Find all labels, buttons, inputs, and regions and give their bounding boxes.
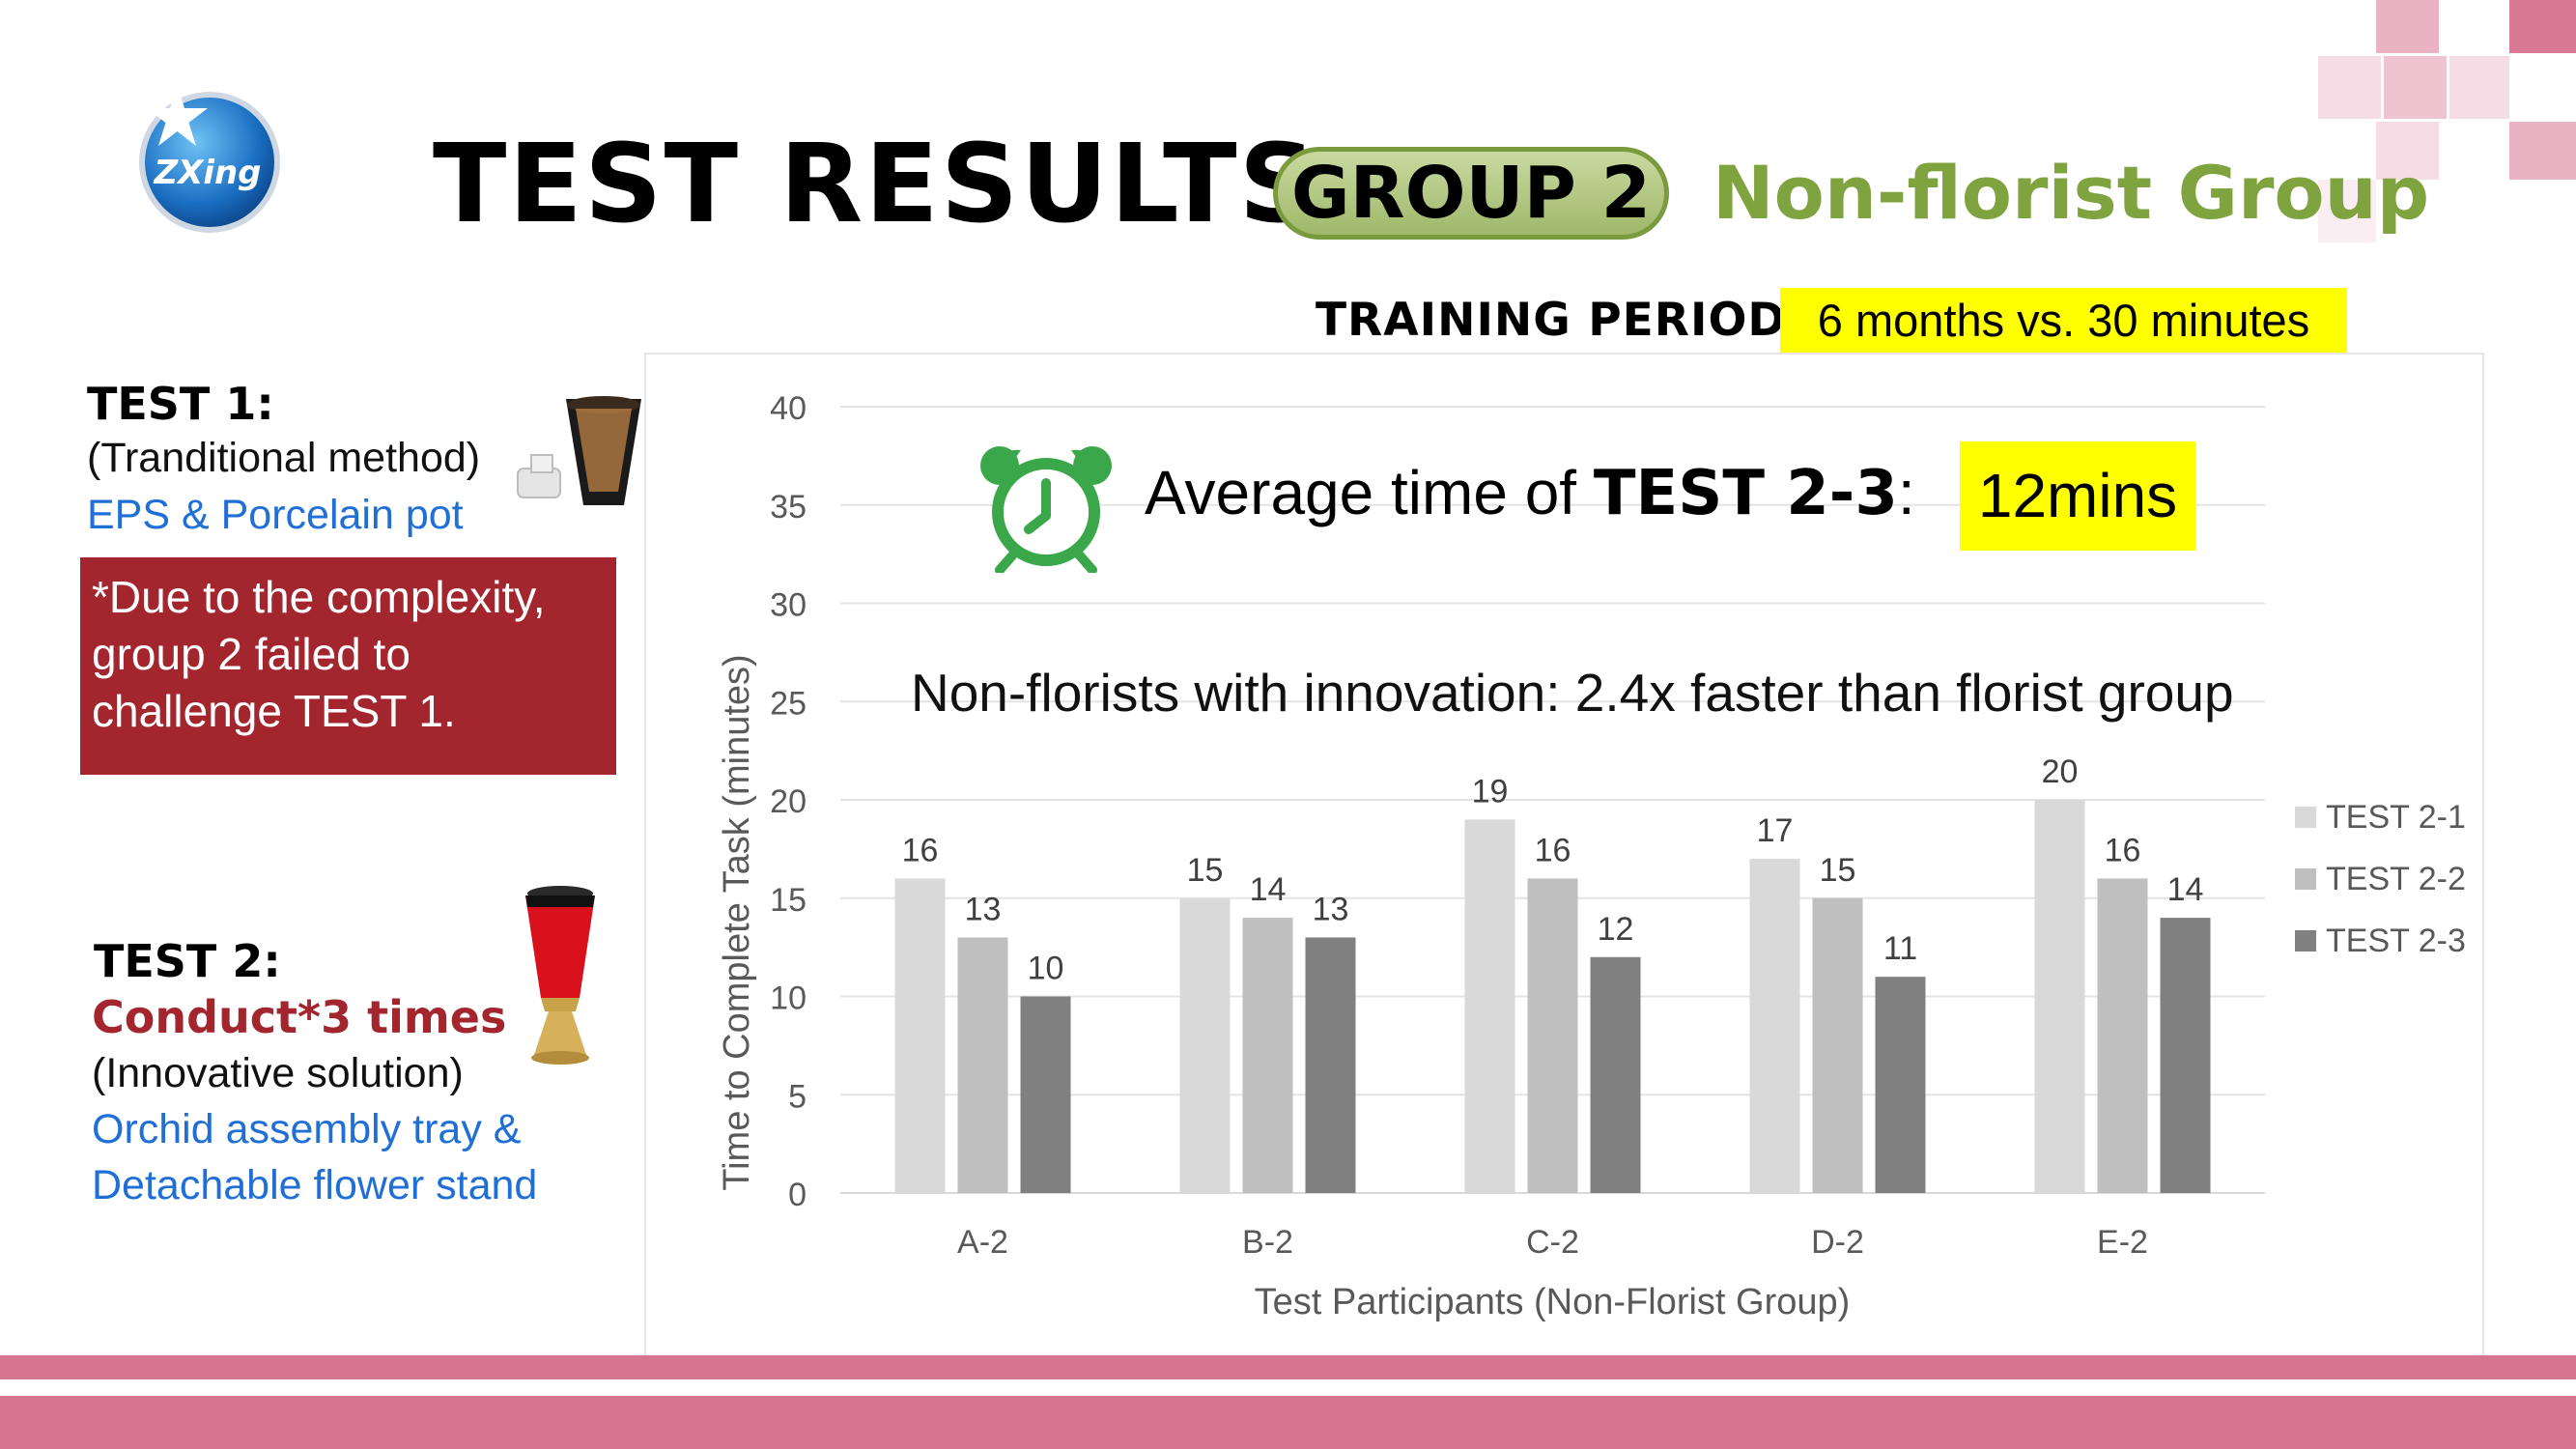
average-time-colon: :	[1897, 458, 1915, 527]
test2-title: TEST 2:	[94, 935, 281, 987]
average-time-value: 12mins	[1960, 441, 2195, 551]
data-label: 12	[1598, 911, 1634, 948]
bar	[1305, 937, 1356, 1193]
data-label: 16	[2105, 832, 2141, 868]
bar	[1242, 918, 1293, 1193]
bar	[1179, 897, 1231, 1193]
y-tick-label: 10	[770, 980, 807, 1017]
bar	[894, 878, 946, 1193]
data-label: 16	[1535, 832, 1571, 868]
test2-description-line1: Orchid assembly tray &	[92, 1106, 522, 1152]
data-label: 10	[1028, 951, 1064, 987]
bar	[2034, 800, 2085, 1193]
test2-description-line2: Detachable flower stand	[92, 1162, 538, 1208]
decor-square	[2376, 122, 2439, 180]
bar	[1020, 996, 1071, 1193]
data-label: 16	[902, 832, 939, 868]
test1-title: TEST 1:	[87, 378, 274, 430]
x-tick-label: C-2	[1526, 1224, 1579, 1261]
y-tick-label: 15	[770, 882, 807, 919]
y-tick-label: 30	[770, 587, 807, 624]
flower-stand-icon	[525, 886, 595, 1065]
x-tick-label: A-2	[957, 1224, 1008, 1261]
chart-annotation: Non-florists with innovation: 2.4x faste…	[911, 663, 2234, 723]
data-label: 17	[1757, 812, 1794, 849]
training-period-label: TRAINING PERIOD:	[1316, 294, 1806, 347]
group-name: Non-florist Group	[1713, 150, 2430, 236]
bar	[1875, 977, 1926, 1193]
decor-square	[2318, 180, 2376, 242]
data-label: 20	[2042, 753, 2079, 790]
legend-label: TEST 2-3	[2326, 923, 2466, 959]
decor-square	[2384, 56, 2447, 119]
data-label: 14	[1250, 871, 1287, 908]
legend-swatch	[2295, 868, 2316, 890]
legend-label: TEST 2-2	[2326, 861, 2466, 897]
data-label: 14	[2167, 871, 2204, 908]
note-box: *Due to the complexity, group 2 failed t…	[80, 557, 616, 775]
data-label: 19	[1472, 773, 1509, 810]
y-tick-label: 40	[770, 390, 807, 427]
bar	[1527, 878, 1578, 1193]
test2-conduct: Conduct*3 times	[92, 991, 507, 1043]
footer-band	[0, 1396, 2576, 1449]
test1-description: EPS & Porcelain pot	[87, 492, 464, 538]
bar	[1812, 897, 1863, 1193]
y-tick-label: 25	[770, 685, 807, 722]
data-label: 15	[1820, 852, 1856, 889]
bar	[957, 937, 1008, 1193]
group-badge: GROUP 2	[1273, 147, 1669, 240]
decor-square	[2509, 122, 2576, 180]
data-label: 15	[1187, 852, 1224, 889]
y-tick-label: 35	[770, 489, 807, 526]
y-axis-label: Time to Complete Task (minutes)	[717, 654, 757, 1190]
bar	[1464, 819, 1515, 1193]
decor-square	[2376, 0, 2439, 53]
logo-icon: ZXing	[139, 85, 280, 233]
legend-label: TEST 2-1	[2326, 799, 2466, 836]
page-title: TEST RESULTS	[433, 122, 1319, 247]
bar	[2097, 878, 2148, 1193]
data-label: 13	[965, 891, 1002, 927]
test1-method: (Tranditional method)	[87, 435, 481, 481]
y-tick-label: 0	[788, 1177, 807, 1213]
data-label: 11	[1883, 930, 1917, 967]
test2-method: (Innovative solution)	[92, 1050, 464, 1096]
decor-square	[2449, 56, 2509, 119]
y-tick-label: 20	[770, 783, 807, 820]
decor-square	[2318, 56, 2381, 119]
bar	[2160, 918, 2211, 1193]
x-tick-label: E-2	[2097, 1224, 2148, 1261]
legend-swatch	[2295, 807, 2316, 828]
bar	[1749, 859, 1800, 1193]
bar	[1590, 956, 1641, 1193]
y-tick-label: 5	[788, 1078, 807, 1115]
x-tick-label: D-2	[1811, 1224, 1864, 1261]
average-time-test: TEST 2-3	[1593, 458, 1898, 529]
training-period-value: 6 months vs. 30 minutes	[1780, 288, 2347, 354]
footer-band	[0, 1355, 2576, 1379]
average-time-prefix: Average time of	[1145, 458, 1594, 527]
logo-text: ZXing	[153, 154, 261, 192]
average-time-text: Average time of TEST 2-3:	[1145, 462, 1915, 525]
data-label: 13	[1313, 891, 1349, 927]
porcelain-pot-icon	[517, 396, 641, 505]
alarm-clock-icon	[980, 446, 1112, 573]
legend-swatch	[2295, 930, 2316, 952]
decor-square	[2509, 0, 2576, 53]
x-axis-label: Test Participants (Non-Florist Group)	[1255, 1282, 1851, 1322]
x-tick-label: B-2	[1242, 1224, 1293, 1261]
